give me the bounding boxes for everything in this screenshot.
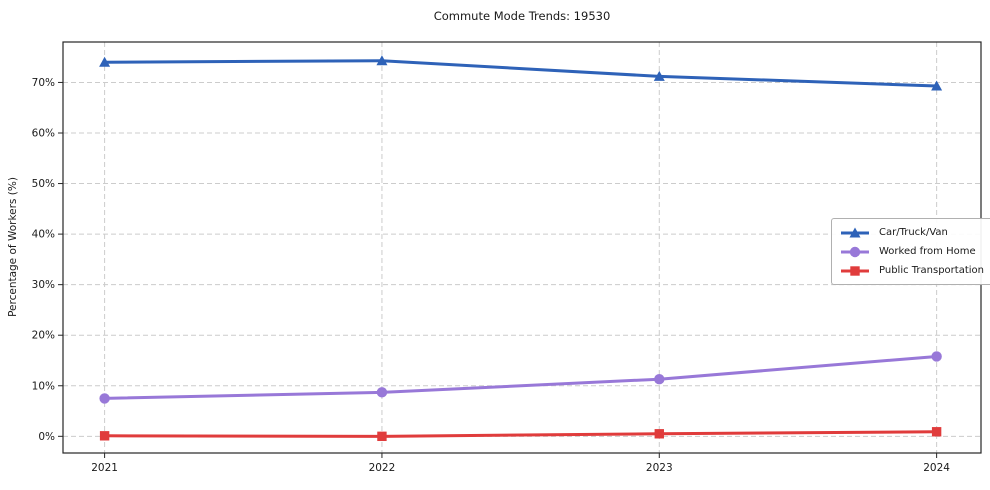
y-tick-label: 70% [32,77,55,89]
x-tick-label: 2024 [923,462,950,474]
chart-title: Commute Mode Trends: 19530 [433,9,611,23]
square-legend-swatch [841,265,869,276]
x-tick-label: 2022 [369,462,396,474]
triangle-marker [653,70,665,81]
square-marker [850,265,860,276]
circle-marker [849,246,861,257]
y-tick-label: 40% [32,229,55,241]
triangle-marker [849,227,861,237]
square-marker [99,431,110,441]
x-tick-label: 2021 [91,462,118,474]
circle-marker [99,393,110,404]
legend-item: Car/Truck/Van [839,224,984,241]
circle-legend-swatch [841,246,869,257]
y-tick-label: 50% [32,178,55,190]
triangle-marker [931,80,943,91]
triangle-marker [99,56,111,67]
series-line [103,354,939,400]
circle-marker [654,373,665,385]
y-tick-label: 20% [32,330,55,342]
x-tick-label: 2023 [646,462,673,474]
series-public-transportation [99,427,942,442]
y-axis-label: Percentage of Workers (%) [7,177,19,317]
circle-marker [931,351,942,362]
legend-label: Public Transportation [879,265,984,276]
y-tick-label: 60% [32,127,55,139]
y-tick-label: 30% [32,279,55,291]
y-tick-label: 0% [38,431,55,443]
circle-marker [376,387,388,398]
legend-label: Worked from Home [879,246,976,257]
square-marker [931,427,942,437]
legend-item: Worked from Home [839,243,984,260]
legend-label: Car/Truck/Van [879,227,948,238]
series-line [103,59,939,88]
series-car-truck-van [99,55,943,91]
legend: Car/Truck/Van Worked from Home Public Tran… [831,218,990,285]
square-marker [377,431,387,442]
legend-item: Public Transportation [839,262,984,279]
series-worked-from-home [99,351,942,404]
series-line [103,430,939,438]
triangle-marker [376,55,388,66]
y-tick-label: 10% [32,380,55,392]
triangle-legend-swatch [841,227,869,237]
square-marker [654,429,664,439]
